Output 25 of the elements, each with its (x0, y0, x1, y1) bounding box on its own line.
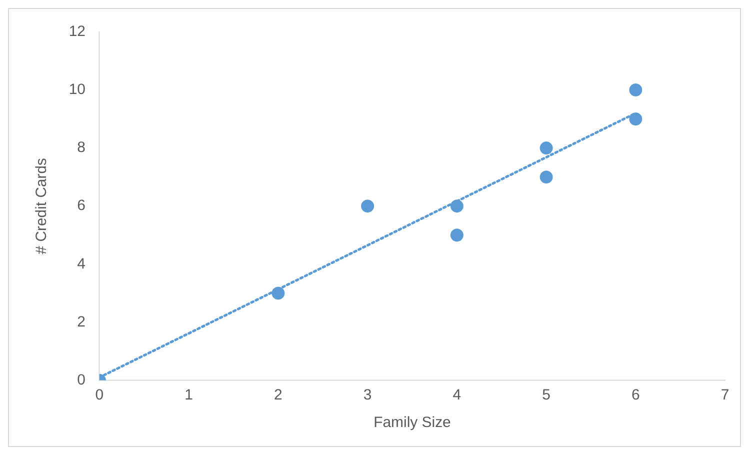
x-tick-label: 3 (363, 386, 372, 404)
y-tick-label: 2 (77, 313, 86, 330)
y-tick-label: 0 (77, 371, 86, 388)
x-tick-label: 5 (542, 386, 550, 404)
point (450, 200, 464, 213)
x-tick-label: 7 (720, 386, 730, 404)
x-tick-label: 1 (184, 386, 193, 404)
y-tick-label: 8 (77, 139, 86, 156)
x-tick-label: 6 (632, 386, 640, 404)
x-tick-label: 4 (452, 386, 462, 404)
point (540, 142, 553, 155)
y-tick-label: 4 (77, 255, 86, 272)
point (361, 200, 374, 213)
x-tick-label: 2 (274, 386, 282, 404)
point (450, 228, 464, 242)
y-axis-title: # Credit Cards (33, 158, 50, 254)
y-tick-label: 10 (68, 81, 86, 98)
point (629, 112, 642, 126)
x-tick-label: 0 (95, 386, 104, 404)
point (272, 286, 285, 300)
y-tick-label: 12 (68, 23, 86, 40)
point (629, 83, 642, 96)
point (540, 170, 553, 184)
y-tick-label: 6 (77, 197, 86, 214)
x-axis-title: Family Size (374, 414, 451, 432)
